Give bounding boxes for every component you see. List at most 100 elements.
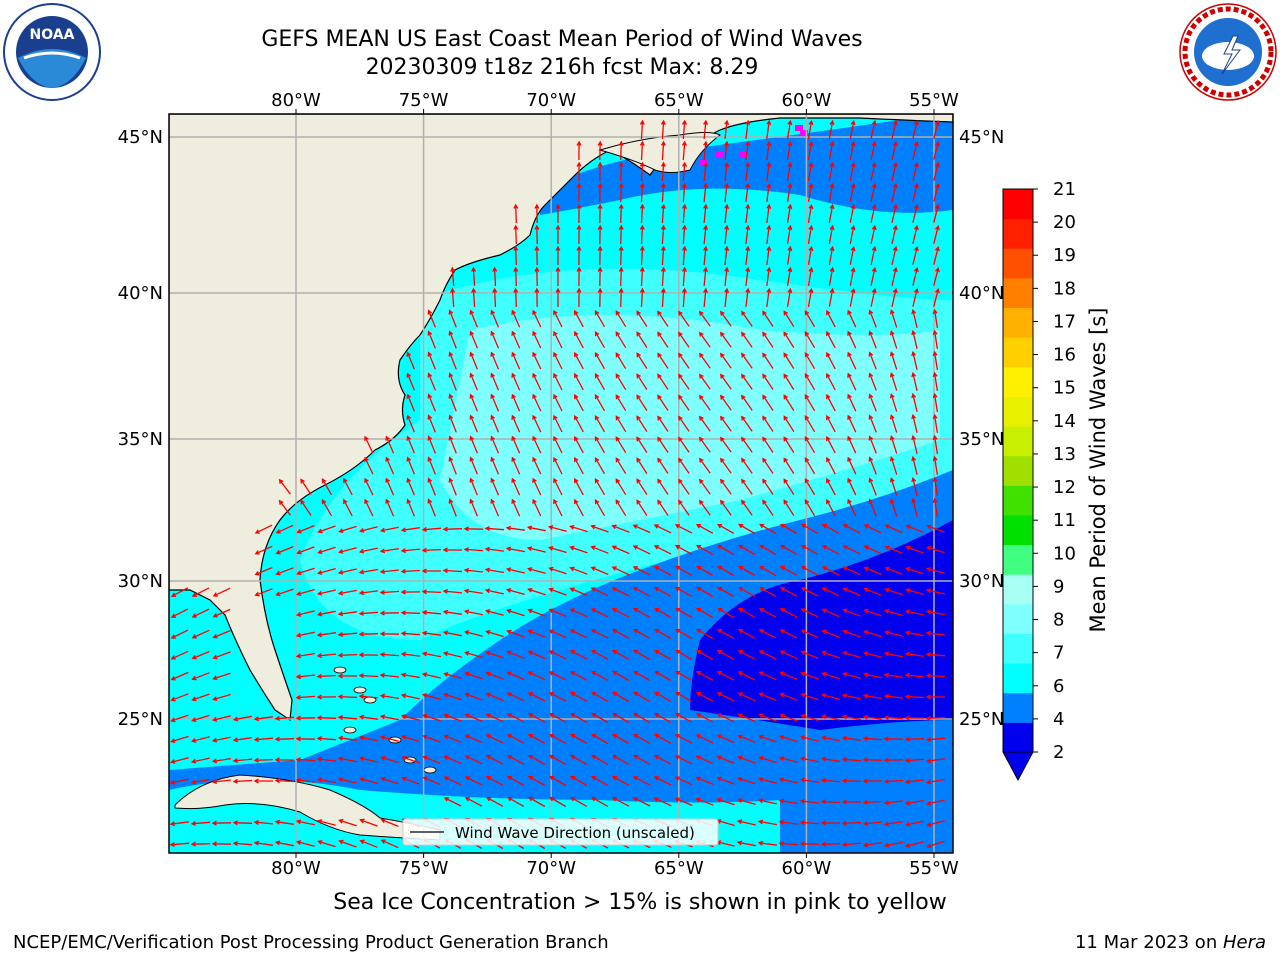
wind-wave-arrow [925,737,946,742]
wind-wave-arrow [611,566,630,576]
wind-wave-arrow [337,547,357,554]
colorbar-frame [1002,188,1034,753]
colorbar-tick-label: 7 [1053,643,1064,664]
wind-wave-arrow [316,715,337,721]
wind-wave-arrow [170,608,189,618]
wind-wave-arrow [870,140,877,160]
wind-wave-arrow [532,435,542,454]
wind-wave-arrow [442,547,463,553]
wind-wave-arrow [464,692,483,701]
wind-wave-arrow [807,287,814,308]
wind-wave-arrow [406,372,416,391]
wind-wave-arrow [828,119,835,140]
wind-wave-arrow [191,587,210,597]
wind-wave-arrow [358,673,379,679]
wind-wave-arrow [574,351,584,370]
wind-wave-arrow [274,840,294,847]
wind-wave-arrow [932,329,939,350]
colorbar-segment [1003,337,1033,368]
colorbar-extend-arrow [1002,751,1034,782]
wind-wave-arrow [786,161,793,182]
wind-wave-arrow [442,568,463,574]
wind-wave-arrow [612,691,630,703]
wind-wave-arrow [778,777,798,784]
wind-wave-arrow [443,776,462,786]
wind-wave-arrow [448,414,457,433]
wind-wave-arrow [611,587,630,597]
wind-wave-arrow [380,776,399,785]
wind-wave-arrow [657,415,669,432]
wind-wave-arrow [695,671,714,681]
wind-wave-arrow [820,777,841,783]
wind-wave-arrow [911,308,918,328]
wind-wave-arrow [506,755,525,765]
footer-host: Hera [1222,932,1266,953]
wind-wave-arrow [170,587,189,597]
wind-wave-arrow [505,567,525,574]
colorbar-segment [1003,485,1033,516]
wind-wave-arrow [618,245,624,266]
wind-wave-arrow [594,331,606,349]
wind-wave-arrow [821,608,840,618]
wind-wave-arrow [190,778,211,785]
wind-wave-arrow [911,350,918,370]
wind-wave-arrow [800,608,819,618]
wind-wave-arrow [720,415,732,432]
wind-wave-arrow [443,755,462,765]
wind-wave-arrow [745,119,751,139]
colorbar-segment [1003,366,1033,397]
wind-wave-arrow [379,610,400,616]
wind-wave-arrow [868,498,877,517]
wind-wave-arrow [657,436,669,453]
wind-wave-arrow [576,182,582,203]
wind-wave-arrow [506,671,525,681]
wind-wave-arrow [553,330,563,349]
wind-wave-arrow [889,351,898,370]
wind-wave-arrow [696,586,714,598]
wind-wave-arrow [615,415,627,433]
wind-wave-arrow [820,693,840,701]
wind-wave-arrow [716,776,735,785]
wind-wave-arrow [427,372,437,391]
wind-wave-arrow [912,183,919,202]
wind-wave-arrow [759,565,777,576]
wind-wave-arrow [783,436,795,453]
wind-wave-arrow [615,352,627,370]
wind-wave-arrow [657,394,669,411]
colorbar-segment [1003,544,1033,575]
wind-wave-arrow [841,842,862,848]
wind-wave-arrow [862,693,883,700]
wind-wave-arrow [674,755,693,765]
wind-wave-arrow [611,776,630,786]
wind-wave-arrow [615,373,627,391]
wind-wave-arrow [904,715,925,721]
wind-wave-arrow [190,820,211,826]
wind-wave-arrow [925,819,945,827]
wind-wave-arrow [828,140,835,161]
colorbar-tick-label: 20 [1053,212,1076,233]
wind-wave-arrow [904,672,925,678]
wind-wave-arrow [799,713,819,722]
wind-wave-arrow [553,477,563,496]
wind-wave-arrow [674,734,693,744]
chart-title: GEFS MEAN US East Coast Mean Period of W… [261,27,863,52]
wind-wave-arrow [821,587,840,597]
wind-wave-arrow [699,352,711,369]
wind-wave-arrow [660,161,666,182]
wind-wave-arrow [316,777,337,784]
wind-wave-arrow [448,351,457,370]
wind-wave-arrow [933,182,940,202]
wind-wave-arrow [385,498,395,517]
wind-wave-arrow [660,119,666,140]
wind-wave-arrow [905,524,924,533]
wind-wave-arrow [828,203,835,224]
wind-wave-arrow [870,287,877,307]
sea-ice-patch [795,125,803,131]
wind-wave-arrow [632,524,651,534]
wind-wave-arrow [804,310,816,328]
wind-wave-arrow [232,841,253,847]
wind-wave-arrow [358,714,378,720]
wind-wave-arrow [469,351,479,370]
wind-wave-arrow [863,587,882,596]
wind-wave-arrow [636,415,648,432]
